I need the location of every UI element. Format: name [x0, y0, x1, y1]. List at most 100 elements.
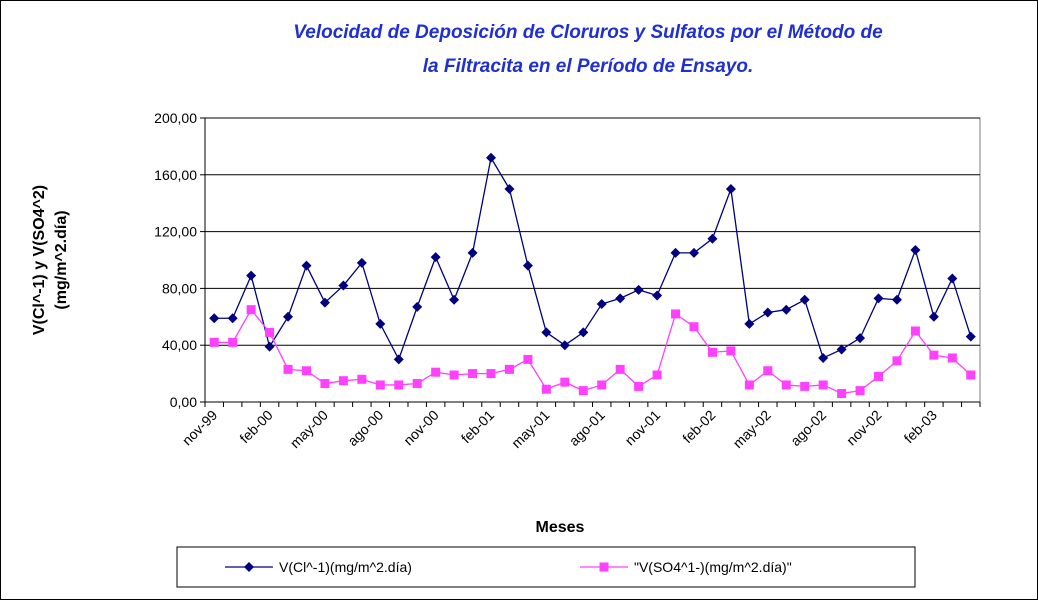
- marker: [264, 341, 275, 352]
- marker: [873, 293, 884, 304]
- marker: [671, 309, 681, 319]
- marker: [209, 337, 219, 347]
- marker: [541, 327, 552, 338]
- marker: [615, 364, 625, 374]
- marker: [523, 354, 533, 364]
- marker: [688, 247, 699, 258]
- marker: [578, 386, 588, 396]
- marker: [615, 293, 626, 304]
- marker: [670, 247, 681, 258]
- marker: [449, 294, 460, 305]
- marker: [486, 152, 497, 163]
- marker: [910, 326, 920, 336]
- marker: [504, 184, 515, 194]
- marker: [763, 366, 773, 376]
- marker: [781, 380, 791, 390]
- marker: [597, 380, 607, 390]
- marker: [560, 377, 570, 387]
- marker: [319, 297, 330, 308]
- y-tick-label: 80,00: [162, 280, 197, 296]
- marker: [301, 366, 311, 376]
- marker: [559, 340, 570, 351]
- y-tick-label: 160,00: [154, 167, 197, 183]
- marker: [652, 370, 662, 380]
- marker: [522, 260, 533, 271]
- marker: [874, 371, 884, 381]
- marker: [412, 379, 422, 389]
- marker: [246, 305, 256, 315]
- marker: [246, 270, 257, 281]
- marker: [707, 347, 717, 357]
- marker: [928, 311, 939, 322]
- marker: [244, 562, 254, 572]
- marker: [468, 369, 478, 379]
- y-tick-label: 200,00: [154, 110, 197, 126]
- legend-box: [176, 546, 916, 588]
- y-axis-title: (mg/m^2.día): [53, 210, 70, 309]
- marker: [578, 327, 589, 338]
- marker: [541, 384, 551, 394]
- marker: [947, 273, 958, 284]
- y-axis-title: V(Cl^-1) y V(SO4^2): [31, 185, 48, 335]
- marker: [394, 380, 404, 390]
- marker: [634, 381, 644, 391]
- marker: [726, 346, 736, 356]
- marker: [707, 233, 718, 244]
- marker: [283, 364, 293, 374]
- marker: [947, 353, 957, 363]
- marker: [467, 247, 478, 258]
- marker: [393, 354, 404, 365]
- marker: [599, 562, 609, 572]
- marker: [892, 356, 902, 366]
- legend-label: "V(SO4^1-)(mg/m^2.día)": [634, 559, 792, 575]
- plot-area: [204, 117, 981, 403]
- marker: [227, 313, 238, 324]
- marker: [818, 380, 828, 390]
- y-tick-label: 0,00: [170, 394, 197, 410]
- marker: [320, 379, 330, 389]
- marker: [412, 301, 423, 312]
- marker: [891, 294, 902, 305]
- marker: [781, 304, 792, 315]
- marker: [800, 381, 810, 391]
- marker: [301, 260, 312, 271]
- marker: [504, 364, 514, 374]
- marker: [910, 245, 921, 256]
- marker: [836, 344, 847, 355]
- marker: [430, 252, 441, 263]
- marker: [966, 370, 976, 380]
- marker: [265, 327, 275, 337]
- marker: [356, 257, 367, 268]
- marker: [837, 388, 847, 398]
- marker: [855, 333, 866, 344]
- marker: [486, 369, 496, 379]
- marker: [283, 311, 294, 322]
- marker: [338, 376, 348, 386]
- y-tick-label: 120,00: [154, 224, 197, 240]
- marker: [744, 318, 755, 329]
- marker: [375, 380, 385, 390]
- marker: [357, 374, 367, 384]
- marker: [799, 294, 810, 305]
- chart-title: la Filtracita en el Período de Ensayo.: [423, 56, 754, 77]
- marker: [338, 280, 349, 291]
- chart-title: Velocidad de Deposición de Cloruros y Su…: [293, 22, 883, 43]
- marker: [855, 386, 865, 396]
- marker: [652, 290, 663, 301]
- marker: [725, 184, 736, 194]
- marker: [762, 307, 773, 318]
- marker: [209, 313, 220, 324]
- marker: [818, 352, 829, 363]
- y-tick-label: 40,00: [162, 337, 197, 353]
- legend-label: V(Cl^-1)(mg/m^2.día): [279, 559, 412, 575]
- marker: [965, 331, 976, 342]
- x-axis-title: Meses: [536, 519, 585, 536]
- marker: [633, 284, 644, 295]
- marker: [744, 380, 754, 390]
- marker: [431, 367, 441, 377]
- marker: [449, 370, 459, 380]
- marker: [596, 299, 607, 310]
- marker: [228, 337, 238, 347]
- marker: [689, 322, 699, 332]
